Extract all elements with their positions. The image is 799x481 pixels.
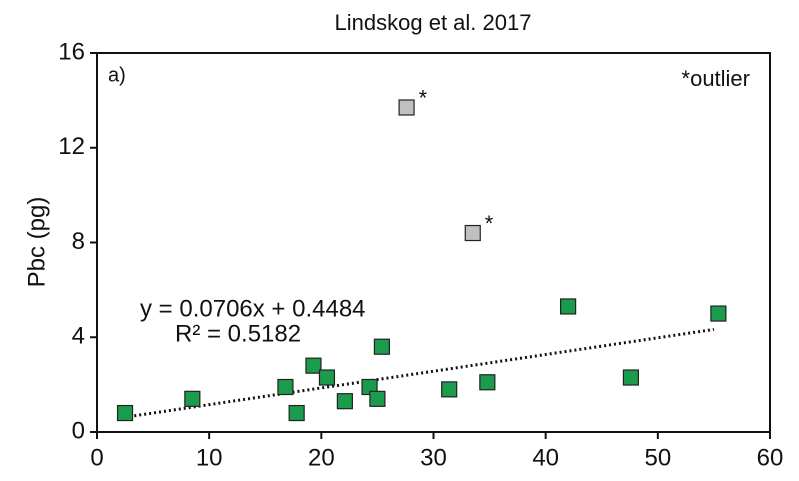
point: [398, 99, 415, 116]
point: [464, 224, 481, 242]
point: [318, 369, 336, 386]
point: [305, 357, 322, 374]
y-tick-label: 0: [72, 417, 85, 444]
y-tick-label: 4: [72, 323, 85, 350]
point: [710, 305, 727, 322]
x-tick-label: 40: [532, 444, 559, 471]
point-label: *: [485, 211, 494, 236]
point: [288, 404, 305, 422]
plot-frame: [96, 52, 771, 433]
point: [622, 369, 640, 386]
point: [184, 390, 201, 407]
point: [277, 378, 294, 396]
x-tick-label: 20: [308, 444, 335, 471]
point: [441, 381, 458, 398]
point: [373, 338, 391, 355]
y-tick-label: 8: [72, 228, 85, 255]
chart-title: Lindskog et al. 2017: [335, 10, 532, 35]
x-tick-label: 60: [757, 444, 784, 471]
point-label: *: [419, 85, 428, 110]
outlier-note: *outlier: [682, 66, 750, 91]
trend-line: [119, 327, 715, 420]
y-axis-label: Pbc (pg): [23, 197, 50, 288]
trend-equation: y = 0.0706x + 0.4484: [140, 295, 366, 322]
point: [559, 298, 577, 315]
y-tick-label: 16: [58, 38, 85, 65]
y-tick-label: 12: [58, 133, 85, 160]
x-tick-label: 50: [644, 444, 671, 471]
panel-label: a): [108, 64, 126, 86]
point: [336, 393, 353, 410]
point: [116, 404, 134, 422]
point: [479, 374, 496, 391]
trend-r2: R² = 0.5182: [175, 320, 301, 347]
x-tick-label: 0: [90, 444, 103, 471]
x-tick-label: 10: [196, 444, 223, 471]
x-tick-label: 30: [420, 444, 447, 471]
point: [369, 390, 386, 407]
